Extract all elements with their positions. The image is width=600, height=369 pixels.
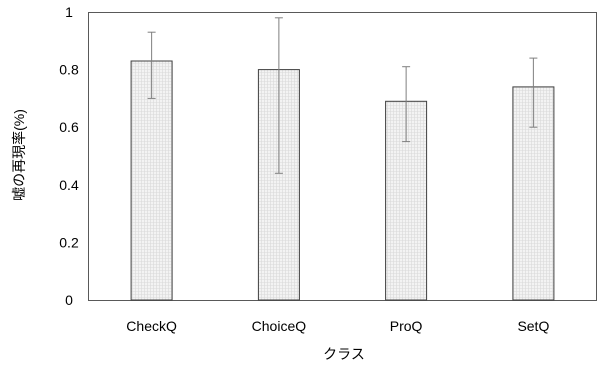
- y-tick-label: 0: [65, 292, 73, 308]
- error-bar-checkq: [147, 31, 156, 99]
- y-axis-tick-labels: 0 0.2 0.4 0.6 0.8 1: [59, 4, 79, 308]
- x-tick-label-setq: SetQ: [517, 318, 549, 334]
- y-tick-label: 0.6: [59, 119, 79, 135]
- y-tick-label: 0.2: [59, 234, 79, 250]
- x-tick-label-choiceq: ChoiceQ: [252, 318, 307, 334]
- y-tick-label: 0.8: [59, 62, 79, 78]
- error-bar-series: [147, 17, 538, 174]
- plot-area-frame: [88, 12, 597, 301]
- x-tick-label-proq: ProQ: [390, 318, 423, 334]
- y-tick-label: 1: [65, 4, 73, 20]
- error-bar-setq: [529, 57, 538, 128]
- error-bar-proq: [402, 66, 411, 143]
- x-tick-label-checkq: CheckQ: [126, 318, 177, 334]
- x-axis-tick-labels: CheckQ ChoiceQ ProQ SetQ: [126, 318, 549, 334]
- bar-series: [130, 60, 555, 301]
- y-axis-title: 嘘の再現率(%): [11, 109, 27, 201]
- x-axis-title: クラス: [323, 346, 365, 362]
- error-bar-choiceq: [274, 17, 283, 174]
- y-tick-label: 0.4: [59, 177, 79, 193]
